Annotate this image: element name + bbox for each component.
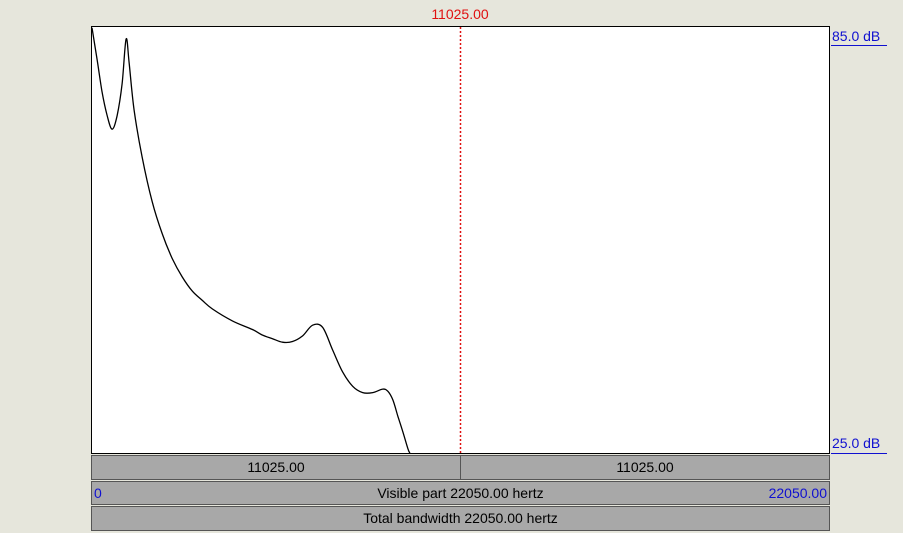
- spectrum-plot[interactable]: [91, 26, 830, 454]
- visible-end-label: 22050.00: [768, 485, 827, 501]
- visible-part-label: Visible part 22050.00 hertz: [377, 485, 544, 501]
- db-min-label: 25.0 dB: [832, 435, 881, 451]
- spectrum-canvas: [92, 27, 462, 453]
- visible-start-label: 0: [94, 485, 102, 501]
- right-of-cursor-button[interactable]: 11025.00: [460, 455, 830, 480]
- spectrum-curve: [92, 27, 411, 453]
- total-bandwidth-button[interactable]: Total bandwidth 22050.00 hertz: [91, 506, 830, 531]
- db-max-label: 85.0 dB: [832, 28, 881, 44]
- db-max-underline: [831, 45, 887, 46]
- visible-part-button[interactable]: 0 Visible part 22050.00 hertz 22050.00: [91, 481, 830, 505]
- left-of-cursor-button[interactable]: 11025.00: [91, 455, 461, 480]
- cursor-frequency-readout: 11025.00: [431, 6, 489, 22]
- db-min-underline: [831, 453, 887, 454]
